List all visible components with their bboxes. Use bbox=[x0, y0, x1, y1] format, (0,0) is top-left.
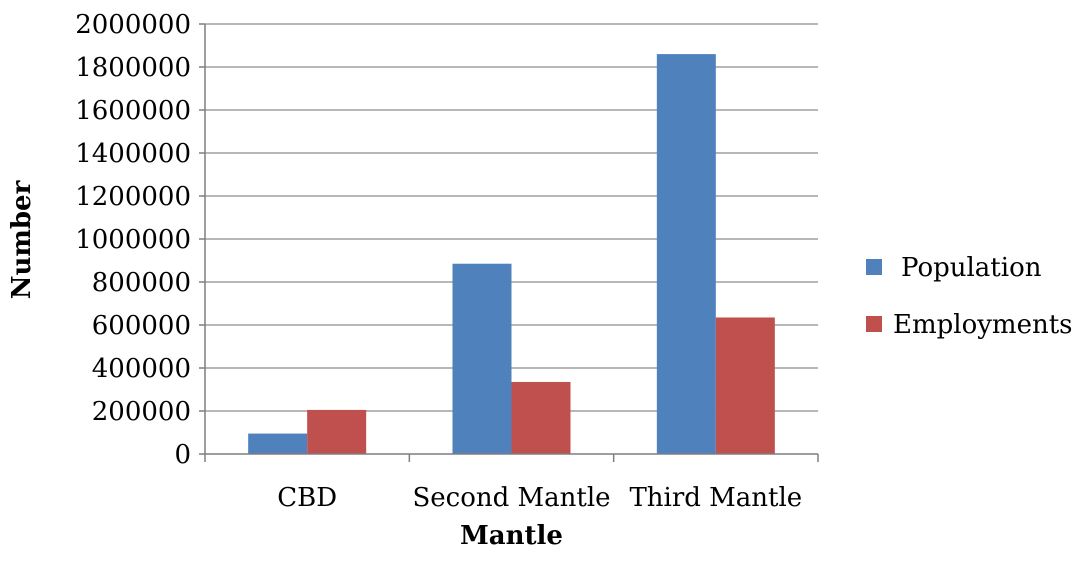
y-tick-label: 0 bbox=[174, 440, 191, 470]
x-tick-labels: CBD Second Mantle Third Mantle bbox=[277, 483, 802, 513]
y-tick-label: 2000000 bbox=[75, 10, 191, 40]
bar-employments-1 bbox=[511, 381, 571, 454]
y-tick-labels: 0 200000 400000 600000 800000 1000000 1200000 1… bbox=[75, 10, 191, 470]
bars bbox=[248, 54, 775, 454]
y-tick-label: 800000 bbox=[92, 268, 191, 298]
x-tick-label: Second Mantle bbox=[412, 483, 610, 513]
y-axis-title: Number bbox=[7, 180, 37, 299]
legend-swatch-employments bbox=[866, 316, 882, 332]
bar-employments-2 bbox=[715, 317, 775, 454]
legend: Population Employments bbox=[866, 253, 1073, 340]
y-tick-label: 1400000 bbox=[75, 139, 191, 169]
bar-population-2 bbox=[656, 54, 716, 454]
bar-population-0 bbox=[248, 433, 308, 454]
y-tick-label: 1000000 bbox=[75, 225, 191, 255]
y-tick-label: 1600000 bbox=[75, 96, 191, 126]
y-tick-label: 600000 bbox=[92, 311, 191, 341]
legend-swatch-population bbox=[866, 259, 882, 275]
bar-population-1 bbox=[452, 263, 512, 454]
axes bbox=[204, 24, 818, 455]
y-tick-label: 1800000 bbox=[75, 53, 191, 83]
bar-employments-0 bbox=[307, 409, 367, 454]
x-tick-label: Third Mantle bbox=[629, 483, 802, 513]
y-tick-label: 1200000 bbox=[75, 182, 191, 212]
y-tick-label: 400000 bbox=[92, 354, 191, 384]
x-tick-label: CBD bbox=[277, 483, 337, 513]
legend-label-employments: Employments bbox=[893, 310, 1073, 340]
y-tick-label: 200000 bbox=[92, 397, 191, 427]
x-axis-title: Mantle bbox=[460, 521, 563, 551]
legend-label-population: Population bbox=[901, 253, 1042, 283]
